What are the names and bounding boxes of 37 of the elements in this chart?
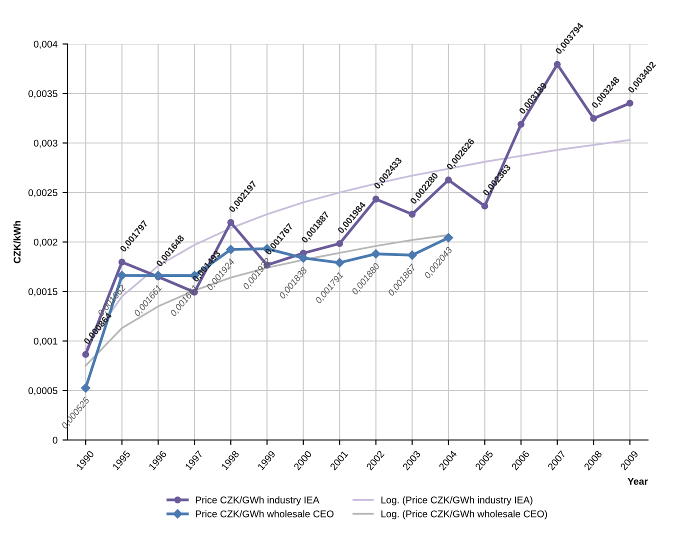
legend-label: Price CZK/GWh wholesale CEO	[196, 510, 334, 518]
point	[227, 219, 234, 226]
legend-label: Log. (Price CZK/GWh industry IEA)	[381, 496, 532, 506]
point	[118, 258, 126, 266]
point	[154, 270, 163, 280]
point	[372, 196, 380, 203]
y-tick-label: 0,003	[34, 140, 58, 148]
x-axis-title: Year	[628, 478, 648, 485]
y-tick-label: 0,001	[34, 338, 58, 346]
y-tick-label: 0,0015	[28, 288, 58, 296]
point	[82, 350, 90, 358]
point	[117, 270, 127, 280]
legend-label: Price CZK/GWh industry IEA	[196, 496, 320, 506]
point	[590, 114, 598, 122]
point	[81, 383, 90, 393]
point	[334, 258, 344, 268]
legend-label: Log. (Price CZK/GWh wholesale CEO)	[381, 510, 547, 520]
y-tick-label: 0,0035	[28, 90, 58, 98]
point	[444, 176, 452, 184]
y-tick-label: 0,004	[34, 40, 58, 49]
y-tick-label: 0	[52, 436, 58, 444]
point	[518, 120, 524, 128]
y-tick-label: 0,002	[34, 238, 58, 247]
point	[371, 249, 381, 259]
point	[298, 253, 308, 263]
y-tick-label: 0,0005	[28, 387, 58, 396]
y-tick-label: 0,0025	[28, 189, 58, 198]
point	[481, 202, 488, 210]
point	[408, 210, 416, 218]
line-series	[84, 139, 631, 350]
point	[554, 60, 561, 68]
point	[336, 240, 344, 248]
point	[444, 233, 454, 242]
point	[626, 100, 634, 107]
point	[226, 244, 236, 254]
point	[408, 250, 417, 260]
y-axis-title: CZK/kWh	[13, 221, 21, 264]
